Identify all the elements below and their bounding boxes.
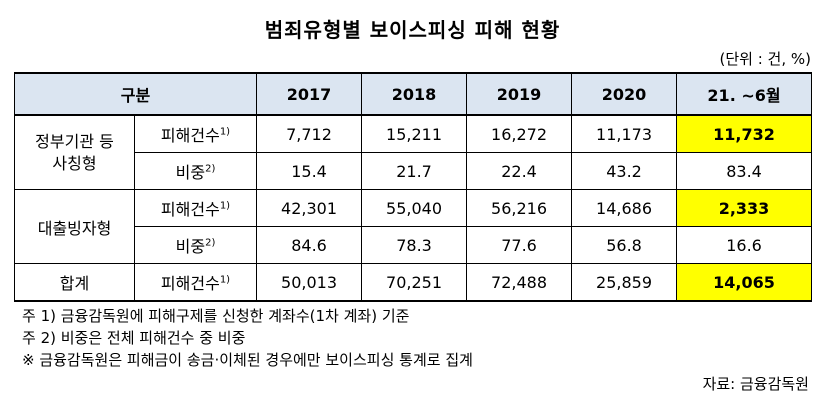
row-label-count: 피해건수1) bbox=[133, 263, 258, 302]
group-label: 사칭형 bbox=[52, 153, 97, 173]
table-row: 대출빙자형 피해건수1) 42,301 55,040 56,216 14,686… bbox=[14, 189, 813, 264]
cell: 77.6 bbox=[466, 226, 573, 264]
header-2021-jun: 21. ~6월 bbox=[676, 72, 813, 116]
cell: 22.4 bbox=[466, 152, 573, 190]
footnote: ※ 금융감독원은 피해금이 송금·이체된 경우에만 보이스피싱 통계로 집계 bbox=[22, 351, 473, 369]
cell-highlight: 11,732 bbox=[676, 114, 813, 153]
group-gov-impersonation: 정부기관 등 사칭형 bbox=[14, 114, 135, 190]
table-row: 합계 피해건수1) 50,013 70,251 72,488 25,859 14… bbox=[14, 263, 813, 302]
row-label-count: 피해건수1) bbox=[133, 189, 258, 227]
cell: 21.7 bbox=[361, 152, 468, 190]
row-label-ratio: 비중2) bbox=[133, 152, 258, 190]
footnotes: 주 1) 금융감독원에 피해구제를 신청한 계좌수(1차 계좌) 기준 주 2)… bbox=[22, 305, 473, 371]
cell: 83.4 bbox=[676, 152, 813, 190]
cell: 84.6 bbox=[256, 226, 363, 264]
header-2020: 2020 bbox=[571, 72, 678, 116]
source-note: 자료: 금융감독원 bbox=[702, 375, 809, 393]
cell: 16.6 bbox=[676, 226, 813, 264]
cell: 15,211 bbox=[361, 114, 468, 153]
header-2019: 2019 bbox=[466, 72, 573, 116]
table-title: 범죄유형별 보이스피싱 피해 현황 bbox=[264, 18, 561, 42]
cell: 7,712 bbox=[256, 114, 363, 153]
cell: 78.3 bbox=[361, 226, 468, 264]
cell: 50,013 bbox=[256, 263, 363, 302]
voice-phishing-table: 구분 2017 2018 2019 2020 21. ~6월 정부기관 등 사칭… bbox=[13, 72, 813, 302]
cell: 25,859 bbox=[571, 263, 678, 302]
group-label: 정부기관 등 bbox=[35, 131, 114, 151]
group-loan-fraud: 대출빙자형 bbox=[14, 189, 135, 264]
group-total: 합계 bbox=[14, 263, 135, 302]
cell: 56,216 bbox=[466, 189, 573, 227]
cell: 16,272 bbox=[466, 114, 573, 153]
header-category: 구분 bbox=[13, 72, 258, 116]
row-label-ratio: 비중2) bbox=[133, 226, 258, 264]
cell: 70,251 bbox=[361, 263, 468, 302]
footnote: 주 1) 금융감독원에 피해구제를 신청한 계좌수(1차 계좌) 기준 bbox=[22, 307, 410, 325]
cell: 11,173 bbox=[571, 114, 678, 153]
table-row: 비중2) 84.6 78.3 77.6 56.8 16.6 bbox=[15, 226, 813, 264]
cell: 55,040 bbox=[361, 189, 468, 227]
cell: 42,301 bbox=[256, 189, 363, 227]
cell: 72,488 bbox=[466, 263, 573, 302]
header-2018: 2018 bbox=[361, 72, 468, 116]
cell-highlight: 2,333 bbox=[676, 189, 813, 227]
cell: 43.2 bbox=[571, 152, 678, 190]
table-row: 비중2) 15.4 21.7 22.4 43.2 83.4 bbox=[15, 152, 813, 190]
cell: 56.8 bbox=[571, 226, 678, 264]
cell: 14,686 bbox=[571, 189, 678, 227]
cell-highlight: 14,065 bbox=[676, 263, 813, 302]
table-row: 정부기관 등 사칭형 피해건수1) 7,712 15,211 16,272 11… bbox=[14, 114, 813, 190]
cell: 15.4 bbox=[256, 152, 363, 190]
unit-label: (단위 : 건, %) bbox=[719, 50, 811, 68]
row-label-count: 피해건수1) bbox=[133, 114, 258, 153]
footnote: 주 2) 비중은 전체 피해건수 중 비중 bbox=[22, 329, 246, 347]
header-2017: 2017 bbox=[256, 72, 363, 116]
header-row: 구분 2017 2018 2019 2020 21. ~6월 bbox=[13, 72, 813, 116]
